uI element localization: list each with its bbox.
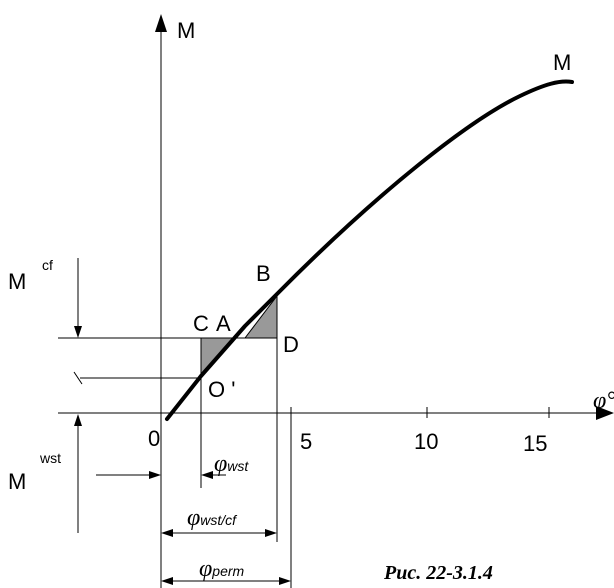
x-axis-label: φ° [593,388,614,414]
m-cf-base: M [8,269,26,294]
x-tick-label-10: 10 [414,429,438,454]
m-wst-sup: wst [39,450,61,466]
y-axis-arrow [155,14,167,32]
m-cf-sup: cf [42,257,53,273]
phi-perm-label: φperm [199,556,245,582]
phi-perm-arrow-left [161,577,173,585]
shaded-triangle-bd [243,294,278,339]
phi-wstcf-arrow-right [265,529,277,537]
m-wst-base: M [8,469,26,494]
figure-caption: Рис. 22-3.1.4 [383,562,493,584]
phi-perm-arrow-right [279,577,291,585]
origin-label: 0 [148,426,160,451]
curve-label: M [553,50,571,75]
moment-curve [165,79,574,421]
x-tick-label-5: 5 [300,429,312,454]
point-a-label: A [216,311,231,336]
phi-wstcf-arrow-left [161,529,173,537]
mwst-tick [73,371,83,385]
point-b-label: B [256,261,271,286]
point-d-label: D [283,332,299,357]
mcf-dim-arrow [74,326,82,338]
phi-wst-arrow-left [149,471,161,479]
phi-wst-arrow-right [201,471,213,479]
mwst-dim-arrow [74,414,82,426]
y-axis-label: M [177,18,195,43]
point-o-label: O ' [208,377,235,402]
phi-wstcf-label: φwst/cf [187,505,238,531]
phi-wst-label: φwst [214,451,249,477]
point-c-label: C [193,311,209,336]
x-tick-label-15: 15 [523,431,547,456]
x-axis-arrow [596,406,614,420]
